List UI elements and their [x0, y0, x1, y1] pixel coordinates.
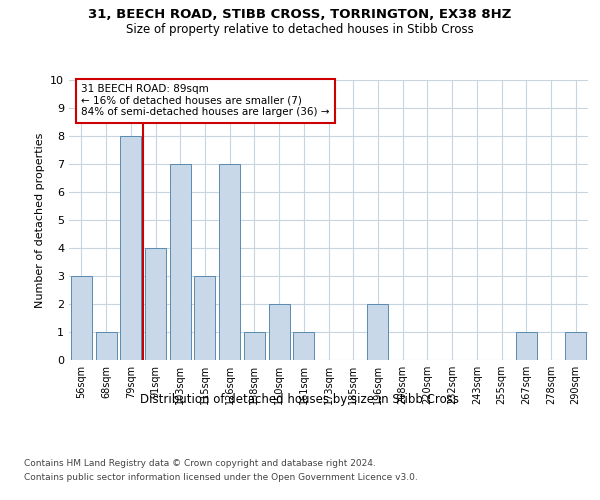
Bar [565, 332, 586, 360]
Text: Contains HM Land Registry data © Crown copyright and database right 2024.: Contains HM Land Registry data © Crown c… [24, 458, 376, 468]
Text: Size of property relative to detached houses in Stibb Cross: Size of property relative to detached ho… [126, 22, 474, 36]
Bar [170, 164, 191, 360]
Bar [293, 332, 314, 360]
Text: 31 BEECH ROAD: 89sqm
← 16% of detached houses are smaller (7)
84% of semi-detach: 31 BEECH ROAD: 89sqm ← 16% of detached h… [82, 84, 330, 117]
Text: Distribution of detached houses by size in Stibb Cross: Distribution of detached houses by size … [140, 392, 460, 406]
Bar [244, 332, 265, 360]
Bar [194, 276, 215, 360]
Text: Contains public sector information licensed under the Open Government Licence v3: Contains public sector information licen… [24, 474, 418, 482]
Bar [71, 276, 92, 360]
Bar [269, 304, 290, 360]
Y-axis label: Number of detached properties: Number of detached properties [35, 132, 44, 308]
Text: 31, BEECH ROAD, STIBB CROSS, TORRINGTON, EX38 8HZ: 31, BEECH ROAD, STIBB CROSS, TORRINGTON,… [88, 8, 512, 20]
Bar [219, 164, 240, 360]
Bar [120, 136, 141, 360]
Bar [367, 304, 388, 360]
Bar [516, 332, 537, 360]
Bar [95, 332, 116, 360]
Bar [145, 248, 166, 360]
